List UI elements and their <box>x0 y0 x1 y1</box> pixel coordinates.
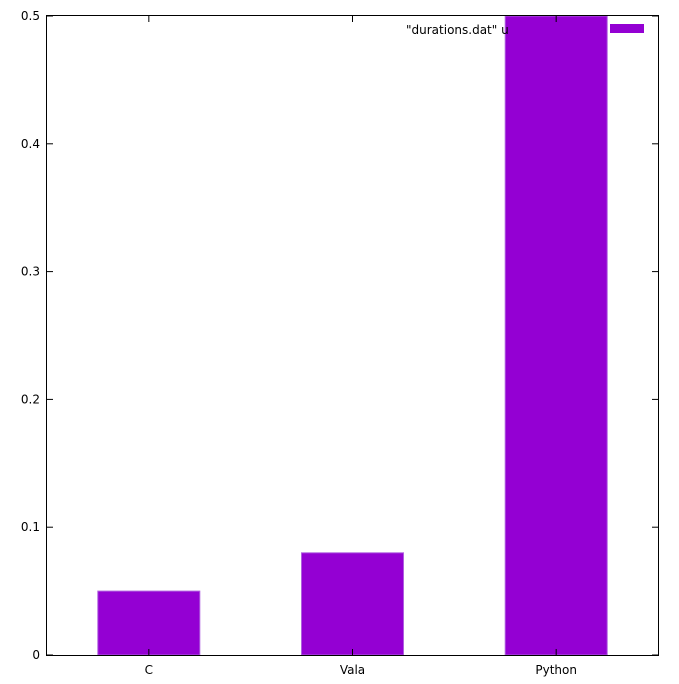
y-tick-label-3: 0.3 <box>21 265 40 279</box>
y-tick-label-4: 0.4 <box>21 137 40 151</box>
legend: "durations.dat" u <box>406 23 644 37</box>
legend-label: "durations.dat" u <box>406 23 509 37</box>
bar-c <box>97 590 201 656</box>
x-axis-ticks: C Vala Python <box>145 16 577 677</box>
y-tick-label-5: 0.5 <box>21 9 40 23</box>
x-tick-label-python: Python <box>535 663 577 677</box>
x-tick-label-vala: Vala <box>340 663 365 677</box>
axes-group <box>46 15 659 656</box>
bar-python <box>504 15 608 656</box>
y-axis-ticks: 0 0.1 0.2 0.3 0.4 0.5 <box>21 9 658 662</box>
x-tick-label-c: C <box>145 663 153 677</box>
plot-frame <box>46 15 659 656</box>
bar-vala <box>301 552 404 656</box>
legend-swatch <box>610 24 644 33</box>
y-tick-label-0: 0 <box>32 648 40 662</box>
y-tick-label-2: 0.2 <box>21 392 40 406</box>
y-tick-label-1: 0.1 <box>21 520 40 534</box>
bars-group <box>97 15 608 656</box>
